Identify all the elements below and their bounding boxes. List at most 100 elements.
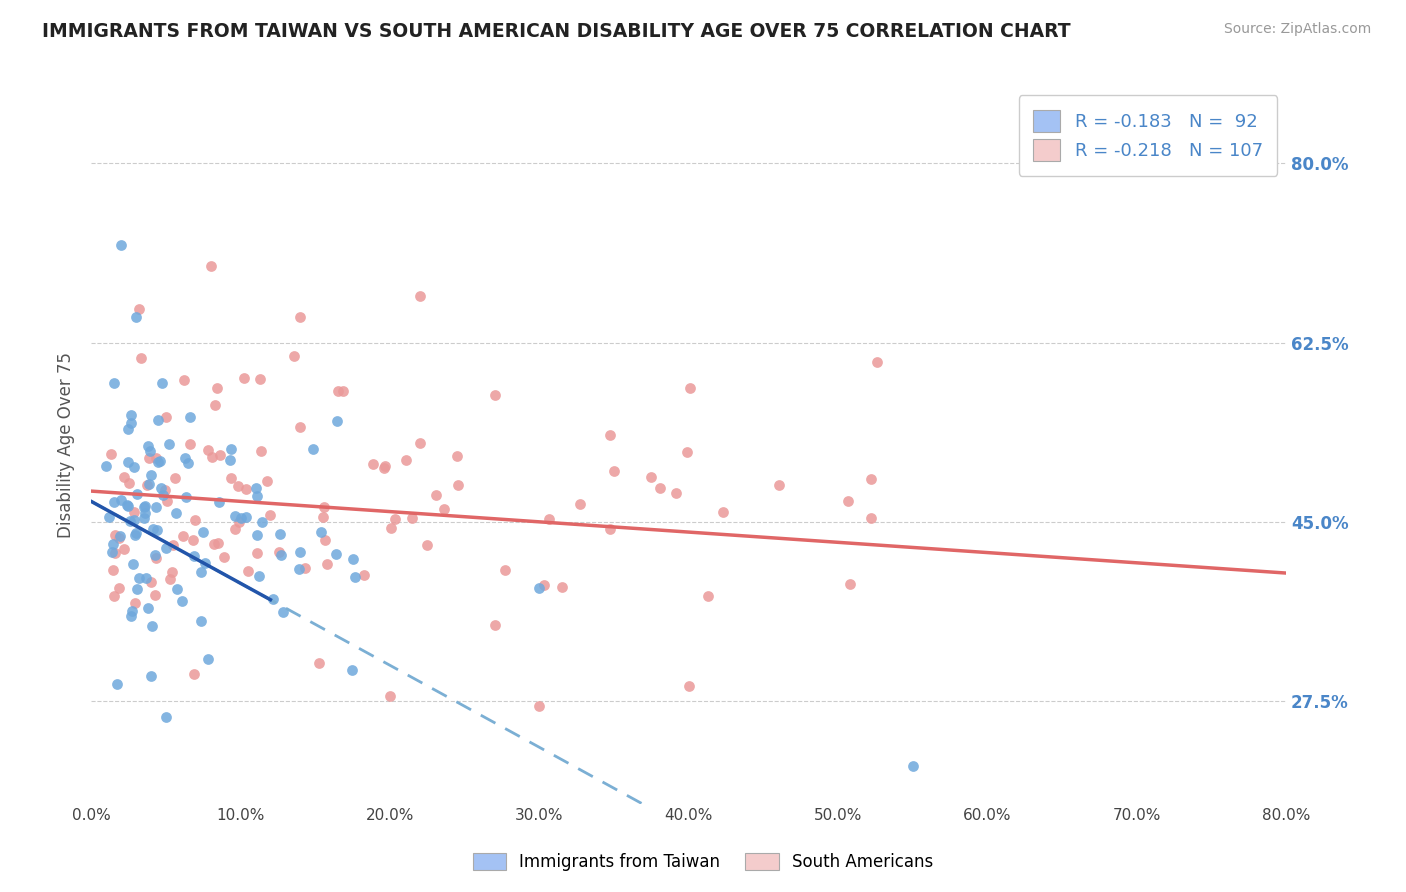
Point: [312, 500, 335, 515]
Point: [361, 458, 384, 472]
Point: [110, 238, 132, 252]
Point: [121, 604, 143, 618]
Point: [665, 485, 688, 500]
Point: [139, 444, 162, 458]
Point: [537, 512, 560, 526]
Point: [179, 410, 201, 425]
Point: [103, 494, 125, 508]
Point: [166, 582, 188, 596]
Point: [173, 373, 195, 387]
Point: [340, 663, 363, 677]
Point: [283, 349, 305, 363]
Point: [312, 510, 335, 524]
Point: [197, 442, 219, 457]
Point: [219, 442, 242, 456]
Point: [162, 565, 184, 579]
Point: [138, 477, 160, 491]
Point: [551, 580, 574, 594]
Point: [152, 488, 174, 502]
Point: [148, 455, 170, 469]
Point: [250, 444, 273, 458]
Point: [219, 452, 242, 467]
Point: [143, 548, 166, 562]
Point: [640, 469, 662, 483]
Point: [120, 609, 142, 624]
Point: [316, 557, 339, 571]
Point: [108, 528, 131, 542]
Point: [249, 371, 271, 385]
Point: [100, 446, 122, 460]
Point: [342, 552, 364, 566]
Point: [124, 528, 146, 542]
Point: [159, 573, 181, 587]
Point: [711, 505, 734, 519]
Point: [235, 510, 257, 524]
Point: [97, 510, 120, 524]
Point: [193, 524, 215, 539]
Point: [155, 541, 177, 555]
Point: [648, 481, 671, 495]
Point: [568, 497, 591, 511]
Point: [380, 521, 402, 535]
Y-axis label: Disability Age Over 75: Disability Age Over 75: [58, 352, 75, 538]
Point: [259, 508, 281, 522]
Point: [183, 549, 205, 564]
Point: [100, 545, 122, 559]
Point: [235, 482, 257, 496]
Point: [96, 458, 118, 473]
Point: [484, 617, 506, 632]
Point: [229, 511, 252, 525]
Point: [145, 550, 167, 565]
Point: [373, 458, 395, 473]
Point: [247, 569, 270, 583]
Point: [146, 523, 169, 537]
Point: [267, 545, 290, 559]
Point: [155, 409, 177, 424]
Point: [134, 506, 156, 520]
Point: [228, 515, 250, 529]
Point: [839, 577, 862, 591]
Point: [157, 437, 180, 451]
Point: [416, 539, 439, 553]
Point: [676, 445, 699, 459]
Point: [183, 667, 205, 681]
Point: [269, 527, 291, 541]
Point: [294, 561, 316, 575]
Point: [112, 470, 135, 484]
Point: [190, 566, 212, 580]
Point: [114, 541, 136, 556]
Point: [290, 544, 312, 558]
Point: [384, 512, 406, 526]
Point: [138, 451, 160, 466]
Point: [301, 442, 323, 456]
Point: [128, 571, 150, 585]
Point: [173, 451, 195, 466]
Point: [494, 563, 516, 577]
Point: [378, 689, 401, 703]
Point: [120, 408, 142, 422]
Point: [290, 310, 312, 324]
Point: [332, 384, 354, 398]
Point: [145, 500, 167, 514]
Point: [194, 556, 217, 570]
Point: [118, 475, 141, 490]
Point: [135, 571, 157, 585]
Point: [262, 591, 284, 606]
Point: [679, 381, 702, 395]
Point: [238, 564, 260, 578]
Point: [181, 533, 204, 548]
Point: [138, 600, 160, 615]
Point: [136, 478, 159, 492]
Point: [134, 500, 156, 514]
Point: [202, 537, 225, 551]
Point: [156, 494, 179, 508]
Point: [149, 481, 172, 495]
Point: [768, 478, 790, 492]
Legend: R = -0.183   N =  92, R = -0.218   N = 107: R = -0.183 N = 92, R = -0.218 N = 107: [1018, 95, 1277, 176]
Point: [245, 482, 267, 496]
Point: [353, 568, 375, 582]
Point: [139, 668, 162, 682]
Point: [395, 452, 418, 467]
Point: [224, 522, 246, 536]
Point: [125, 526, 148, 541]
